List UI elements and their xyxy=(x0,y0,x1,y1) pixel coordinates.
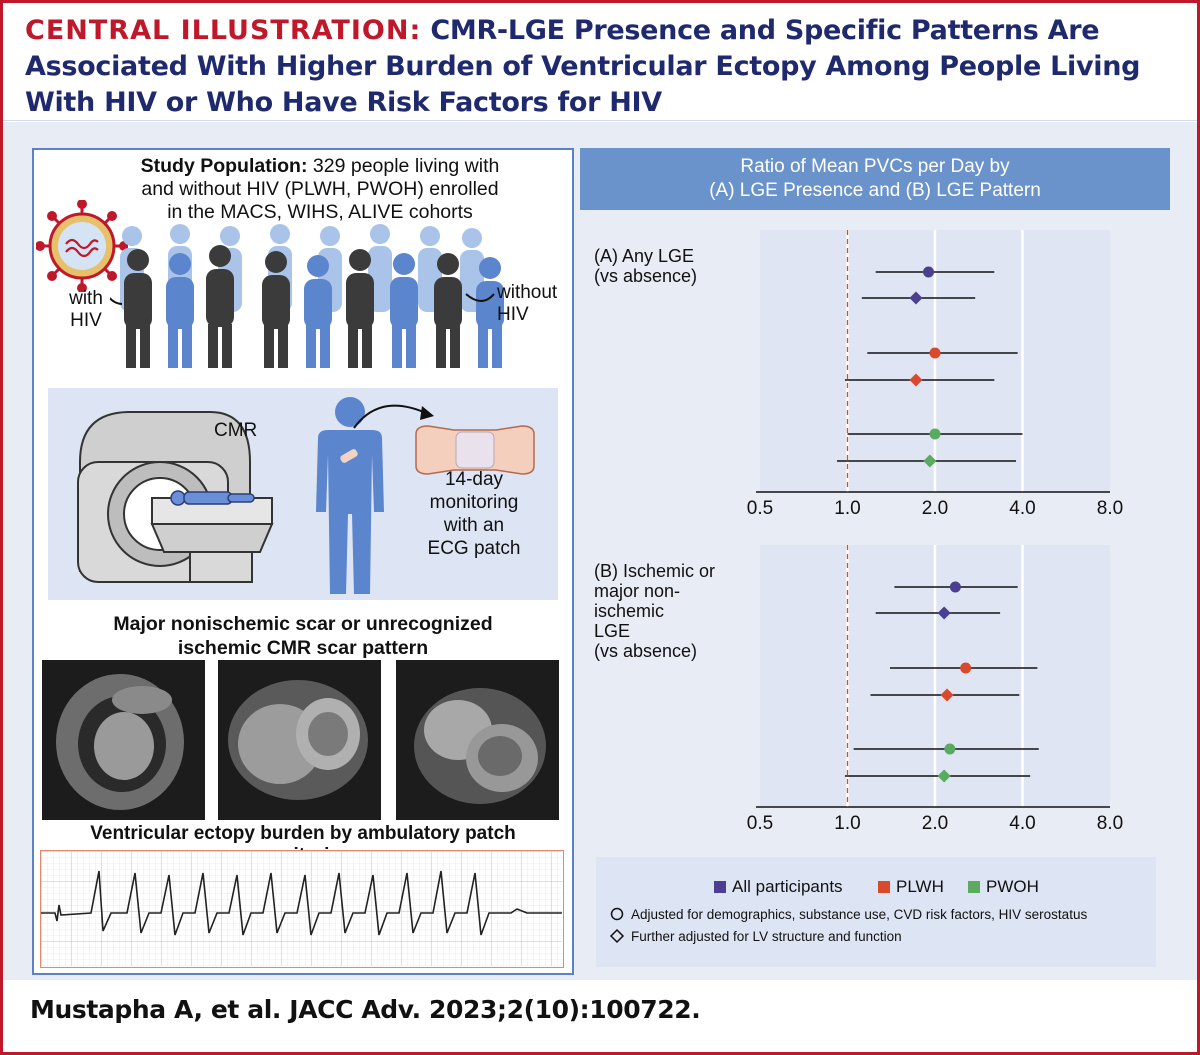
monitoring-label: 14-day monitoring with an ECG patch xyxy=(404,468,544,560)
point-estimate-pwoh-circle xyxy=(944,743,956,755)
patient-silhouette xyxy=(316,397,384,594)
x-tick-label: 0.5 xyxy=(747,498,773,519)
x-tick-label: 8.0 xyxy=(1097,813,1123,834)
point-estimate-all-diamond xyxy=(909,291,923,305)
chart-header-line-2: (A) LGE Presence and (B) LGE Pattern xyxy=(709,180,1041,201)
cmr-label: CMR xyxy=(214,420,258,441)
legend-swatch-plwh xyxy=(878,881,890,893)
monitoring-line-1: 14-day xyxy=(444,469,504,490)
mri-image-1 xyxy=(42,660,205,820)
scar-pattern-title: Major nonischemic scar or unrecognized i… xyxy=(40,612,566,660)
study-population-text: Study Population: 329 people living with… xyxy=(120,155,520,224)
panel-label: major non- xyxy=(594,581,680,601)
point-estimate-plwh-circle xyxy=(960,662,972,674)
without-hiv-line-2: HIV xyxy=(497,304,529,325)
panel-label: LGE xyxy=(594,621,630,641)
without-hiv-line-1: without xyxy=(497,282,558,303)
citation: Mustapha A, et al. JACC Adv. 2023;2(10):… xyxy=(30,995,701,1024)
cmr-scanner-illustration xyxy=(77,411,274,583)
x-tick-label: 4.0 xyxy=(1009,813,1035,834)
point-estimate-pwoh-diamond xyxy=(937,769,951,783)
legend: All participants PLWH PWOH Adjusted for … xyxy=(596,857,1156,967)
header: CENTRAL ILLUSTRATION: CMR-LGE Presence a… xyxy=(3,3,1197,121)
x-tick-label: 1.0 xyxy=(834,498,860,519)
point-estimate-plwh-diamond xyxy=(940,688,954,702)
point-estimate-plwh-diamond xyxy=(909,373,923,387)
legend-plwh-label: PLWH xyxy=(896,877,944,896)
monitoring-line-2: monitoring xyxy=(429,492,519,513)
legend-all-label: All participants xyxy=(732,877,843,896)
legend-swatch-all xyxy=(714,881,726,893)
header-line-1: CMR-LGE Presence and Specific Patterns A… xyxy=(430,15,1100,46)
legend-circle-note: Adjusted for demographics, substance use… xyxy=(631,907,1087,922)
with-hiv-label: with HIV xyxy=(60,288,112,332)
ecg-trace xyxy=(41,870,562,936)
study-population-label: Study Population: xyxy=(140,155,308,177)
legend-swatch-pwoh xyxy=(968,881,980,893)
x-tick-label: 2.0 xyxy=(922,498,948,519)
panel-label: (vs absence) xyxy=(594,641,697,661)
monitoring-line-3: with an xyxy=(443,515,505,536)
chart-header: Ratio of Mean PVCs per Day by (A) LGE Pr… xyxy=(580,148,1170,210)
point-estimate-plwh-circle xyxy=(929,347,941,359)
header-title: CENTRAL ILLUSTRATION: CMR-LGE Presence a… xyxy=(25,13,1197,121)
with-hiv-line-2: HIV xyxy=(70,310,102,331)
population-line-3: in the MACS, WIHS, ALIVE cohorts xyxy=(167,201,473,223)
point-estimate-all-circle xyxy=(923,266,935,278)
ecg-strip xyxy=(40,850,564,968)
panel-label: ischemic xyxy=(594,601,664,621)
monitoring-line-4: ECG patch xyxy=(427,538,521,559)
x-tick-label: 4.0 xyxy=(1009,498,1035,519)
point-estimate-pwoh-circle xyxy=(929,428,941,440)
without-hiv-label: without HIV xyxy=(497,282,567,326)
panel-label: (A) Any LGE xyxy=(594,246,694,266)
header-line-3: With HIV or Who Have Risk Factors for HI… xyxy=(25,87,662,118)
mri-image-3 xyxy=(396,660,559,820)
ecg-patch-icon xyxy=(415,425,535,475)
header-line-2: Associated With Higher Burden of Ventric… xyxy=(25,51,1141,82)
scar-title-line-1: Major nonischemic scar or unrecognized xyxy=(113,613,493,635)
x-tick-label: 1.0 xyxy=(834,813,860,834)
legend-diamond-marker xyxy=(609,928,625,944)
legend-diamond-note: Further adjusted for LV structure and fu… xyxy=(631,929,902,944)
scar-title-line-2: ischemic CMR scar pattern xyxy=(177,637,429,659)
x-tick-label: 0.5 xyxy=(747,813,773,834)
chart-header-line-1: Ratio of Mean PVCs per Day by xyxy=(740,156,1010,177)
x-tick-label: 8.0 xyxy=(1097,498,1123,519)
point-estimate-pwoh-diamond xyxy=(923,454,937,468)
mri-image-2 xyxy=(218,660,381,820)
population-line-1: 329 people living with xyxy=(312,155,500,177)
x-tick-label: 2.0 xyxy=(922,813,948,834)
with-hiv-line-1: with xyxy=(69,288,103,309)
panel-label: (B) Ischemic or xyxy=(594,561,715,581)
population-line-2: and without HIV (PLWH, PWOH) enrolled xyxy=(141,178,499,200)
header-tag: CENTRAL ILLUSTRATION: xyxy=(25,15,422,46)
point-estimate-all-diamond xyxy=(937,606,951,620)
point-estimate-all-circle xyxy=(949,581,961,593)
panel-label: (vs absence) xyxy=(594,266,697,286)
arrow-icon xyxy=(353,404,434,429)
virus-icon xyxy=(36,200,128,292)
legend-circle-marker xyxy=(610,907,624,921)
legend-pwoh-label: PWOH xyxy=(986,877,1039,896)
forest-plot-a: 0.5 1.0 2.0 4.0 8.0 (A) Any LGE(vs absence) xyxy=(580,230,1140,519)
crowd-illustration xyxy=(110,224,504,368)
